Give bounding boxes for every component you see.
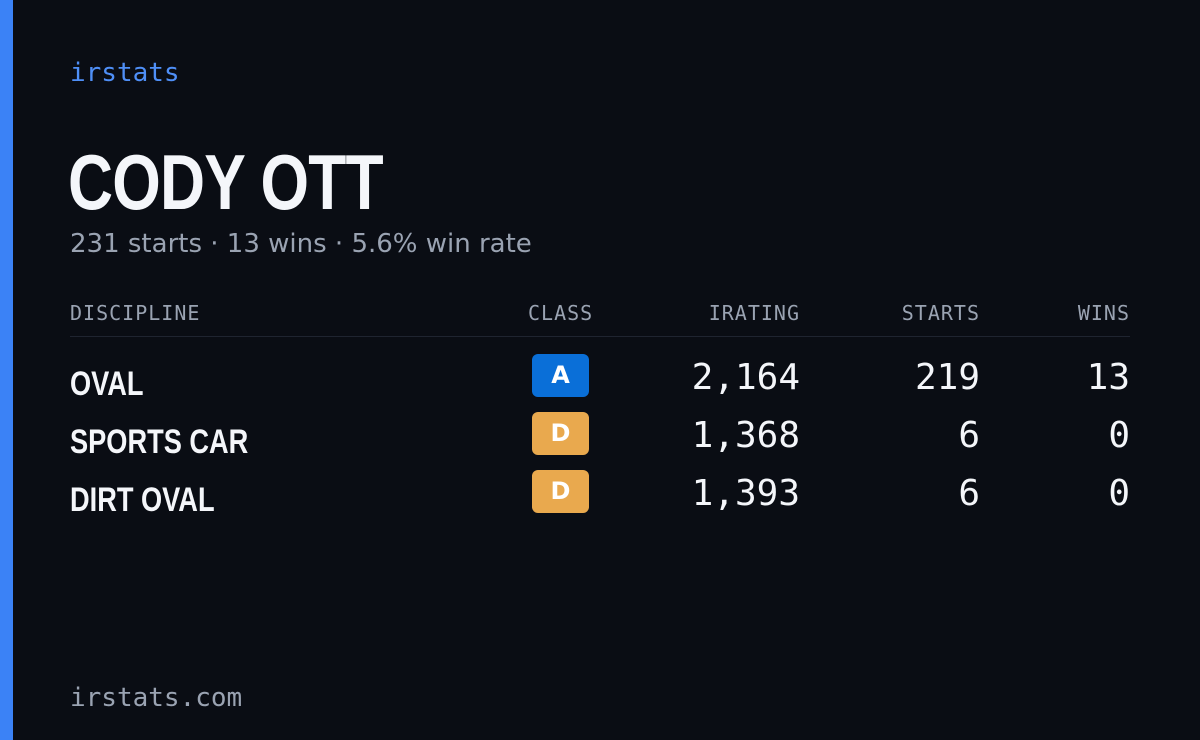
starts-value: 6 [958,415,980,456]
discipline-name: OVAL [70,365,144,403]
discipline-name: SPORTS CAR [70,423,249,461]
header-wins: WINS [1077,301,1130,325]
irating-value: 1,368 [691,415,800,456]
wins-value: 0 [1108,415,1130,456]
class-badge: A [532,354,589,397]
header-irating: IRATING [708,301,800,325]
irating-value: 2,164 [691,357,800,398]
header-class: CLASS [528,301,594,325]
brand-logo[interactable]: irstats [70,58,180,88]
header-discipline: DISCIPLINE [70,301,201,325]
class-badge: D [532,412,589,455]
wins-value: 0 [1108,473,1130,514]
header-starts: STARTS [901,301,980,325]
table-header: DISCIPLINE CLASS IRATING STARTS WINS [70,298,1130,328]
footer-url[interactable]: irstats.com [70,683,243,713]
table-row: OVAL A 2,164 219 13 [70,350,1130,408]
starts-value: 219 [914,357,980,398]
starts-value: 6 [958,473,980,514]
irating-value: 1,393 [691,473,800,514]
class-badge: D [532,470,589,513]
discipline-table: OVAL A 2,164 219 13 SPORTS CAR D 1,368 6… [70,350,1130,524]
header-divider [70,336,1130,337]
discipline-name: DIRT OVAL [70,481,215,519]
wins-value: 13 [1086,357,1130,398]
table-row: DIRT OVAL D 1,393 6 0 [70,466,1130,524]
driver-name: CODY OTT [68,138,384,226]
table-row: SPORTS CAR D 1,368 6 0 [70,408,1130,466]
driver-summary: 231 starts · 13 wins · 5.6% win rate [70,229,532,259]
accent-bar [0,0,13,740]
